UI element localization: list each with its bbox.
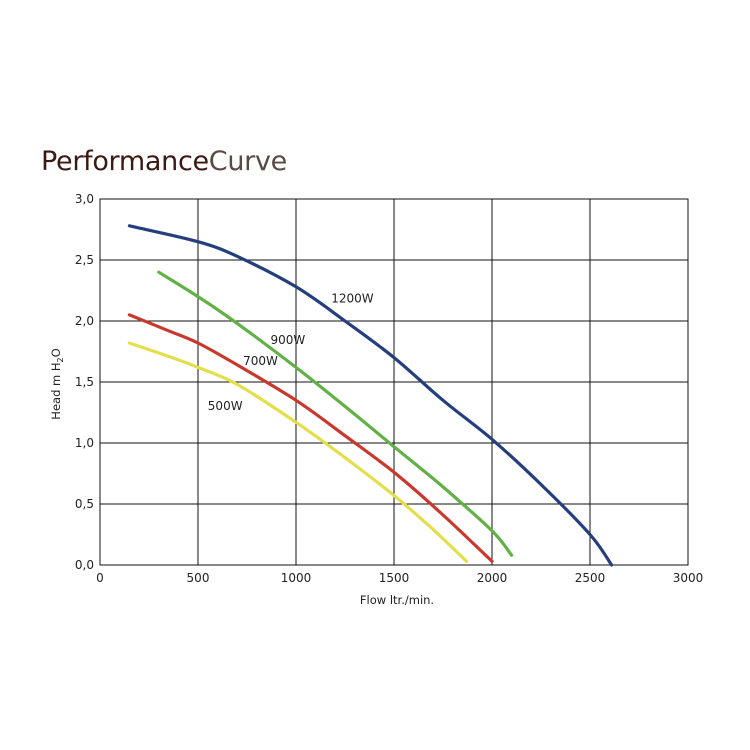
chart-title-main: Performance xyxy=(41,146,209,177)
x-tick-label: 1000 xyxy=(281,571,312,585)
x-tick-label: 500 xyxy=(187,571,210,585)
chart-title-sub: Curve xyxy=(208,146,287,177)
y-tick-label: 1,5 xyxy=(75,375,94,389)
series-line-1200W xyxy=(127,224,614,567)
series-label-700W: 700W xyxy=(243,354,278,368)
y-tick-label: 2,5 xyxy=(75,253,94,267)
x-axis-ticks: 0 500 1000 1500 2000 2500 3000 xyxy=(96,571,703,585)
y-axis-ticks: 0,0 0,5 1,0 1,5 2,0 2,5 3,0 xyxy=(75,192,94,572)
series-label-1200W: 1200W xyxy=(331,292,374,306)
series-labels: 1200W 900W 700W 500W xyxy=(208,292,374,413)
series-lines xyxy=(127,224,614,567)
chart-title: PerformanceCurve xyxy=(41,146,287,177)
series-line-700W xyxy=(127,313,494,563)
y-tick-label: 3,0 xyxy=(75,192,94,206)
x-tick-label: 3000 xyxy=(673,571,704,585)
y-axis-label-sub: 2 xyxy=(56,357,65,362)
y-axis-label: Head m H2O xyxy=(49,348,65,419)
x-tick-label: 2000 xyxy=(477,571,508,585)
y-axis-label-end: O xyxy=(49,348,63,357)
x-axis-label: Flow ltr./min. xyxy=(360,593,434,607)
x-tick-label: 0 xyxy=(96,571,104,585)
chart-grid xyxy=(99,198,689,566)
series-label-500W: 500W xyxy=(208,399,243,413)
y-tick-label: 0,5 xyxy=(75,497,94,511)
plot-frame xyxy=(99,198,689,566)
y-tick-label: 0,0 xyxy=(75,558,94,572)
x-tick-label: 1500 xyxy=(379,571,410,585)
y-tick-label: 2,0 xyxy=(75,314,94,328)
series-label-900W: 900W xyxy=(271,333,306,347)
y-axis-label-main: Head m H xyxy=(49,362,63,419)
series-line-500W xyxy=(127,341,469,563)
series-line-900W xyxy=(157,270,514,557)
x-tick-label: 2500 xyxy=(575,571,606,585)
y-tick-label: 1,0 xyxy=(75,436,94,450)
